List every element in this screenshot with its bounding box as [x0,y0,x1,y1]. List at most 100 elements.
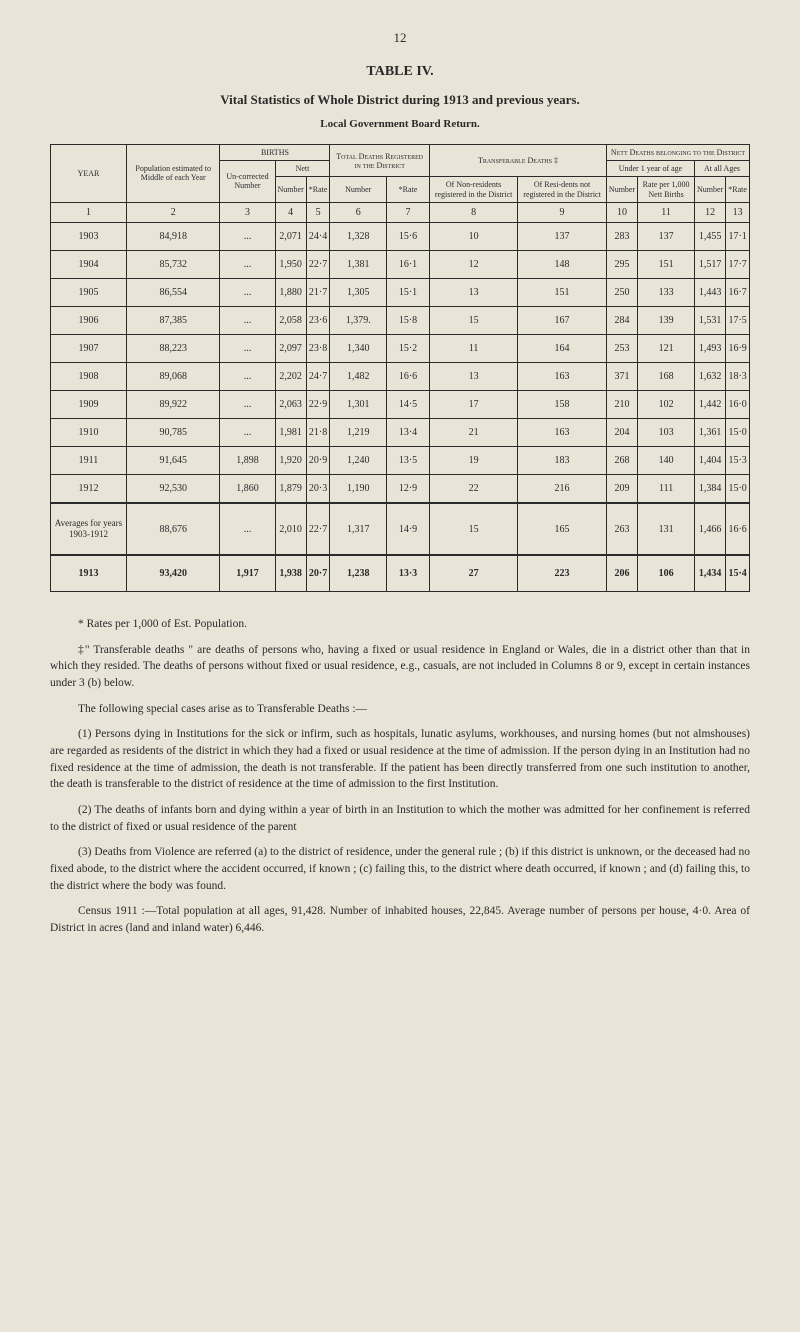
table-cell: 151 [518,279,607,307]
table-cell: 93,420 [126,555,220,592]
table-cell: 1,482 [330,363,387,391]
colnum: 13 [726,202,750,223]
table-cell: 295 [606,251,637,279]
table-cell: 2,097 [275,335,306,363]
table-cell: 21·8 [306,419,330,447]
table-cell: 1,898 [220,447,275,475]
table-cell: 163 [518,363,607,391]
table-cell: 13·3 [387,555,430,592]
table-cell: ... [220,391,275,419]
table-cell: 2,071 [275,223,306,251]
table-title: TABLE IV. [50,64,750,80]
th-td-rate: *Rate [387,177,430,202]
table-cell: 216 [518,475,607,504]
table-cell: 1,531 [695,307,726,335]
table-cell: 16·7 [726,279,750,307]
table-cell: 1904 [51,251,127,279]
table-cell: 87,385 [126,307,220,335]
colnum: 2 [126,202,220,223]
table-cell: 206 [606,555,637,592]
table-row: 190384,918...2,07124·41,32815·6101372831… [51,223,750,251]
th-allages: At all Ages [695,161,750,177]
table-cell: 13·4 [387,419,430,447]
table-cell: 1,379. [330,307,387,335]
table-cell: 121 [638,335,695,363]
table-cell: 133 [638,279,695,307]
colnum: 3 [220,202,275,223]
table-cell: 1,328 [330,223,387,251]
table-cell: 2,063 [275,391,306,419]
table-cell: 17·5 [726,307,750,335]
table-cell: 1,950 [275,251,306,279]
table-cell: 250 [606,279,637,307]
table-cell: 1,443 [695,279,726,307]
colnum: 4 [275,202,306,223]
table-cell: 16·0 [726,391,750,419]
table-cell: 89,068 [126,363,220,391]
table-cell: 15·1 [387,279,430,307]
table-cell: 20·3 [306,475,330,504]
table-cell: 1913 [51,555,127,592]
table-cell: 1,880 [275,279,306,307]
table-cell: 15 [429,503,517,555]
th-u1-rate: Rate per 1,000 Nett Births [638,177,695,202]
subheading: Local Government Board Return. [50,118,750,130]
table-cell: 1,434 [695,555,726,592]
table-cell: 1,917 [220,555,275,592]
table-cell: 137 [518,223,607,251]
table-cell: 22·7 [306,503,330,555]
table-cell: 22 [429,475,517,504]
table-cell: 167 [518,307,607,335]
table-cell: 1,455 [695,223,726,251]
table-cell: 164 [518,335,607,363]
table-cell: 21 [429,419,517,447]
table-cell: 148 [518,251,607,279]
table-cell: ... [220,419,275,447]
table-cell: 1909 [51,391,127,419]
table-cell: 158 [518,391,607,419]
colnum: 10 [606,202,637,223]
table-cell: 1,517 [695,251,726,279]
th-year: YEAR [51,145,127,203]
colnum: 8 [429,202,517,223]
table-row: 190687,385...2,05823·61,379.15·815167284… [51,307,750,335]
table-cell: 151 [638,251,695,279]
table-cell: ... [220,279,275,307]
table-cell: 16·6 [387,363,430,391]
colnum: 7 [387,202,430,223]
table-row: 190586,554...1,88021·71,30515·1131512501… [51,279,750,307]
th-population: Population estimated to Middle of each Y… [126,145,220,203]
table-cell: 183 [518,447,607,475]
document-page: 12 TABLE IV. Vital Statistics of Whole D… [0,0,800,986]
th-nett: Nett [275,161,330,177]
table-row: 191090,785...1,98121·81,21913·4211632041… [51,419,750,447]
th-nett-deaths: Nett Deaths belonging to the District [606,145,749,161]
table-cell: 263 [606,503,637,555]
table-cell: 90,785 [126,419,220,447]
table-cell: 11 [429,335,517,363]
table-cell: 1,361 [695,419,726,447]
th-aa-number: Number [695,177,726,202]
table-cell: 111 [638,475,695,504]
table-cell: 15·0 [726,475,750,504]
table-cell: 283 [606,223,637,251]
table-cell: 21·7 [306,279,330,307]
th-nett-number: Number [275,177,306,202]
table-cell: 1,466 [695,503,726,555]
th-transferable: Transferable Deaths ‡ [429,145,606,177]
table-row: 190485,732...1,95022·71,38116·1121482951… [51,251,750,279]
table-cell: ... [220,251,275,279]
table-cell: 1,305 [330,279,387,307]
table-cell: 1,240 [330,447,387,475]
table-cell: 1,238 [330,555,387,592]
table-cell: 106 [638,555,695,592]
table-cell: 253 [606,335,637,363]
table-cell: 137 [638,223,695,251]
table-cell: 223 [518,555,607,592]
table-cell: 22·7 [306,251,330,279]
table-cell: ... [220,335,275,363]
table-cell: 131 [638,503,695,555]
vital-statistics-table: YEAR Population estimated to Middle of e… [50,144,750,592]
colnum: 9 [518,202,607,223]
table-cell: 10 [429,223,517,251]
